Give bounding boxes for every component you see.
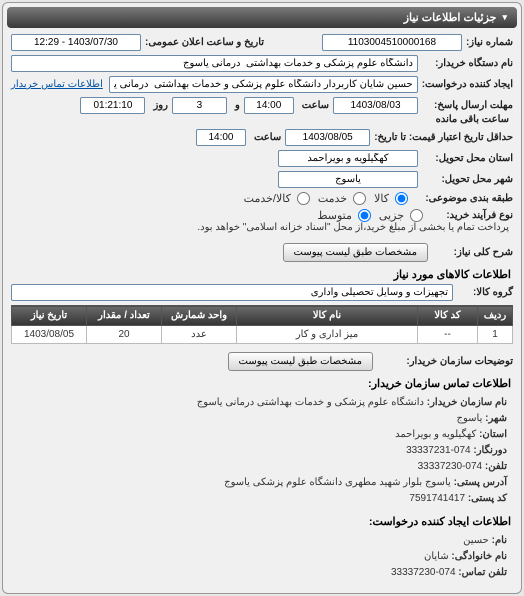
th-code: کد کالا	[418, 306, 478, 326]
reply-time-input[interactable]	[244, 97, 294, 114]
city-label: شهر محل تحویل:	[418, 174, 513, 185]
valid-date-input[interactable]	[285, 129, 370, 146]
buyer-desc-label: توضیحات سازمان خریدار:	[373, 356, 513, 367]
process-type-label: نوع فرآیند خرید:	[423, 210, 513, 221]
th-unit: واحد شمارش	[162, 306, 237, 326]
name-l: نام:	[492, 535, 507, 546]
hour-label-2: ساعت	[250, 132, 281, 143]
city-l: شهر:	[485, 413, 507, 424]
buyer-dev-label: نام دستگاه خریدار:	[418, 58, 513, 69]
radio-goods[interactable]	[395, 192, 408, 205]
radio-medium-group: متوسط	[317, 209, 371, 222]
td-date: 1403/08/05	[12, 326, 87, 344]
valid-price-label: حداقل تاریخ اعتبار قیمت: تا تاریخ:	[370, 132, 513, 143]
radio-goods-label: کالا	[374, 192, 389, 205]
province-label: استان محل تحویل:	[418, 153, 513, 164]
collapse-icon: ▾	[502, 12, 507, 23]
city-input[interactable]	[278, 171, 418, 188]
org-name-v: دانشگاه علوم پزشکی و خدمات بهداشتی درمان…	[197, 397, 424, 408]
radio-small-label: جزیی	[379, 209, 404, 222]
addr-l: آدرس پستی:	[454, 477, 507, 488]
th-name: نام کالا	[237, 306, 418, 326]
spec-button-1[interactable]: مشخصات طبق لیست پیوست	[283, 243, 429, 262]
creator-info-label: اطلاعات ایجاد کننده درخواست:	[13, 515, 511, 528]
panel-body: شماره نیاز: تاریخ و ساعت اعلان عمومی: نا…	[7, 28, 517, 589]
fam-l: نام خانوادگی:	[451, 551, 507, 562]
province-input[interactable]	[278, 150, 418, 167]
panel-title: جزئیات اطلاعات نیاز	[404, 11, 497, 24]
remaining-label: ساعت باقی مانده	[432, 114, 509, 125]
goods-group-input[interactable]	[11, 284, 453, 301]
tel-v: 074-33337230	[418, 461, 483, 472]
fax-l: دورنگار:	[473, 445, 507, 456]
goods-info-label: اطلاعات کالاهای مورد نیاز	[13, 268, 511, 281]
td-name: میز اداری و کار	[237, 326, 418, 344]
buyer-contact-block: نام سازمان خریدار: دانشگاه علوم پزشکی و …	[11, 393, 513, 509]
ctel-l: تلفن تماس:	[458, 567, 507, 578]
goods-group-label: گروه کالا:	[453, 287, 513, 298]
th-date: تاریخ نیاز	[12, 306, 87, 326]
radio-medium-label: متوسط	[317, 209, 352, 222]
spec-button-2[interactable]: مشخصات طبق لیست پیوست	[228, 352, 374, 371]
goods-table: ردیف کد کالا نام کالا واحد شمارش تعداد /…	[11, 305, 513, 344]
valid-time-input[interactable]	[196, 129, 246, 146]
city-v: یاسوج	[457, 413, 483, 424]
radio-small-group: جزیی	[379, 209, 423, 222]
radio-goods-group: کالا	[374, 192, 408, 205]
and-label: و	[231, 100, 240, 111]
buyer-contact-link[interactable]: اطلاعات تماس خریدار	[11, 79, 103, 90]
reply-deadline-label: مهلت ارسال پاسخ:	[418, 100, 513, 111]
table-header-row: ردیف کد کالا نام کالا واحد شمارش تعداد /…	[12, 306, 513, 326]
radio-service-group: خدمت	[318, 192, 366, 205]
radio-goods-service-group: کالا/خدمت	[244, 192, 310, 205]
announce-dt-label: تاریخ و ساعت اعلان عمومی:	[141, 37, 264, 48]
reply-date-input[interactable]	[333, 97, 418, 114]
prov-v: کهگیلویه و بویراحمد	[395, 429, 476, 440]
org-name-l: نام سازمان خریدار:	[427, 397, 507, 408]
creator-block: نام: حسین نام خانوادگی: شایان تلفن تماس:…	[11, 531, 513, 583]
zip-v: 7591741417	[409, 493, 465, 504]
radio-medium[interactable]	[358, 209, 371, 222]
need-details-panel: ▾ جزئیات اطلاعات نیاز شماره نیاز: تاریخ …	[2, 2, 522, 594]
radio-service[interactable]	[353, 192, 366, 205]
category-label: طبقه بندی موضوعی:	[408, 193, 513, 204]
radio-goods-service-label: کالا/خدمت	[244, 192, 291, 205]
requester-input[interactable]	[109, 76, 418, 93]
td-row: 1	[478, 326, 513, 344]
buyer-contact-info-label: اطلاعات تماس سازمان خریدار:	[13, 377, 511, 390]
need-no-input[interactable]	[322, 34, 462, 51]
radio-service-label: خدمت	[318, 192, 347, 205]
buyer-dev-input[interactable]	[11, 55, 418, 72]
td-qty: 20	[87, 326, 162, 344]
hour-label-1: ساعت	[298, 100, 329, 111]
th-row: ردیف	[478, 306, 513, 326]
prov-l: استان:	[479, 429, 507, 440]
announce-dt-input[interactable]	[11, 34, 141, 51]
requester-label: ایجاد کننده درخواست:	[418, 79, 513, 90]
need-no-label: شماره نیاز:	[462, 37, 513, 48]
tel-l: تلفن:	[485, 461, 507, 472]
radio-small[interactable]	[410, 209, 423, 222]
ctel-v: 074-33337230	[391, 567, 456, 578]
zip-l: کد پستی:	[468, 493, 507, 504]
time-left-input[interactable]	[80, 97, 145, 114]
day-label: روز	[149, 100, 168, 111]
td-code: --	[418, 326, 478, 344]
table-row[interactable]: 1 -- میز اداری و کار عدد 20 1403/08/05	[12, 326, 513, 344]
process-note: پرداخت تمام یا بخشی از مبلغ خرید،از محل …	[197, 222, 509, 233]
name-v: حسین	[463, 535, 489, 546]
fax-v: 074-33337231	[406, 445, 471, 456]
need-key-label: شرح کلی نیاز:	[428, 247, 513, 258]
radio-goods-service[interactable]	[297, 192, 310, 205]
td-unit: عدد	[162, 326, 237, 344]
addr-v: یاسوج بلوار شهید مطهری دانشگاه علوم پزشک…	[224, 477, 451, 488]
days-left-input[interactable]	[172, 97, 227, 114]
panel-header[interactable]: ▾ جزئیات اطلاعات نیاز	[7, 7, 517, 28]
th-qty: تعداد / مقدار	[87, 306, 162, 326]
fam-v: شایان	[424, 551, 449, 562]
